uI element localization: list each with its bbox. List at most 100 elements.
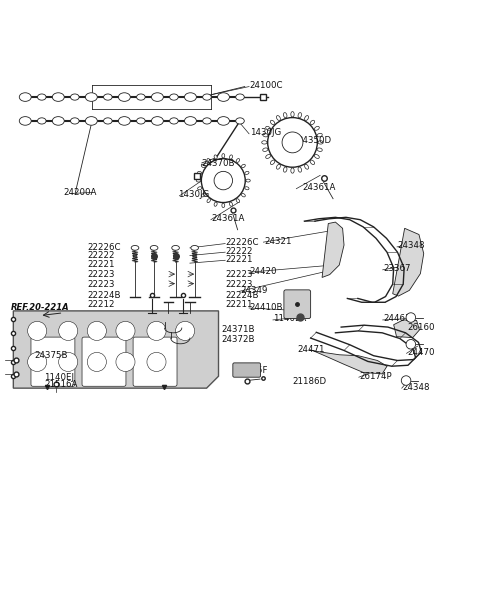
Ellipse shape — [222, 203, 225, 208]
Ellipse shape — [262, 141, 267, 144]
FancyBboxPatch shape — [284, 290, 311, 318]
Circle shape — [176, 321, 195, 340]
Text: 24348: 24348 — [397, 242, 425, 250]
Ellipse shape — [291, 168, 294, 173]
Ellipse shape — [52, 117, 64, 125]
Ellipse shape — [310, 120, 314, 125]
Text: 26160: 26160 — [407, 323, 434, 332]
Ellipse shape — [236, 118, 244, 124]
Ellipse shape — [236, 159, 240, 162]
Ellipse shape — [229, 155, 232, 159]
FancyBboxPatch shape — [82, 337, 126, 386]
Ellipse shape — [266, 155, 271, 158]
Text: 24348: 24348 — [402, 383, 430, 392]
Text: 24100C: 24100C — [250, 81, 283, 90]
Ellipse shape — [241, 164, 245, 168]
Text: 22223: 22223 — [226, 280, 253, 289]
Ellipse shape — [270, 120, 275, 125]
Ellipse shape — [201, 164, 205, 168]
FancyBboxPatch shape — [133, 337, 177, 386]
Circle shape — [87, 352, 107, 371]
Ellipse shape — [104, 118, 112, 124]
Text: 1430JG: 1430JG — [250, 129, 281, 137]
Ellipse shape — [222, 154, 225, 158]
Ellipse shape — [217, 93, 229, 101]
Ellipse shape — [314, 126, 319, 130]
Text: 24470: 24470 — [407, 348, 434, 357]
Ellipse shape — [85, 117, 97, 125]
Ellipse shape — [85, 93, 97, 101]
Ellipse shape — [196, 179, 201, 182]
Ellipse shape — [184, 117, 196, 125]
Ellipse shape — [276, 115, 280, 120]
Polygon shape — [393, 228, 424, 296]
Circle shape — [28, 352, 47, 371]
Polygon shape — [322, 222, 344, 277]
Circle shape — [59, 321, 78, 340]
Text: 22223: 22223 — [87, 280, 115, 289]
Ellipse shape — [151, 93, 163, 101]
Circle shape — [268, 118, 317, 167]
Text: 22221: 22221 — [87, 259, 115, 268]
Ellipse shape — [19, 117, 31, 125]
Ellipse shape — [37, 118, 46, 124]
Ellipse shape — [317, 148, 322, 152]
Text: 22226C: 22226C — [87, 243, 121, 252]
Text: 22226C: 22226C — [226, 238, 259, 247]
Text: 23367: 23367 — [383, 264, 411, 273]
Ellipse shape — [37, 94, 46, 100]
Ellipse shape — [314, 155, 319, 158]
Polygon shape — [394, 320, 420, 337]
Ellipse shape — [191, 246, 199, 250]
Text: 1140EJ: 1140EJ — [44, 372, 74, 382]
Ellipse shape — [305, 115, 309, 120]
Ellipse shape — [150, 246, 158, 250]
Ellipse shape — [284, 112, 287, 118]
Ellipse shape — [71, 118, 79, 124]
Circle shape — [406, 313, 416, 322]
Circle shape — [214, 171, 232, 190]
FancyBboxPatch shape — [233, 363, 261, 377]
Ellipse shape — [104, 94, 112, 100]
Polygon shape — [309, 350, 387, 374]
Text: 22223: 22223 — [87, 270, 115, 279]
Ellipse shape — [207, 159, 210, 162]
FancyBboxPatch shape — [31, 337, 75, 386]
Text: 24321: 24321 — [264, 237, 291, 246]
Circle shape — [201, 159, 245, 202]
Text: 24361A: 24361A — [211, 214, 245, 223]
Ellipse shape — [317, 133, 322, 137]
Text: 22211: 22211 — [226, 300, 253, 309]
Text: 22223: 22223 — [226, 270, 253, 279]
Circle shape — [147, 352, 166, 371]
Ellipse shape — [19, 93, 31, 101]
Ellipse shape — [246, 179, 250, 182]
Ellipse shape — [229, 202, 232, 206]
Ellipse shape — [310, 160, 314, 164]
Text: 24349: 24349 — [240, 286, 267, 295]
Text: 1140ER: 1140ER — [274, 315, 307, 324]
Ellipse shape — [245, 171, 249, 174]
Ellipse shape — [169, 118, 178, 124]
Ellipse shape — [201, 193, 205, 197]
Circle shape — [282, 132, 303, 153]
Ellipse shape — [241, 193, 245, 197]
Ellipse shape — [203, 118, 211, 124]
Ellipse shape — [172, 246, 180, 250]
Text: REF.20-221A: REF.20-221A — [11, 303, 70, 312]
Ellipse shape — [71, 94, 79, 100]
Ellipse shape — [52, 93, 64, 101]
Text: 22224B: 22224B — [87, 290, 121, 300]
Ellipse shape — [119, 93, 131, 101]
Circle shape — [406, 340, 416, 349]
Ellipse shape — [245, 187, 249, 190]
Ellipse shape — [276, 164, 280, 169]
Ellipse shape — [119, 117, 131, 125]
Circle shape — [116, 321, 135, 340]
Ellipse shape — [217, 117, 229, 125]
Text: 21516A: 21516A — [44, 380, 78, 389]
Text: 24200A: 24200A — [63, 188, 97, 197]
Ellipse shape — [214, 155, 217, 159]
Circle shape — [401, 376, 411, 386]
Ellipse shape — [298, 167, 301, 172]
